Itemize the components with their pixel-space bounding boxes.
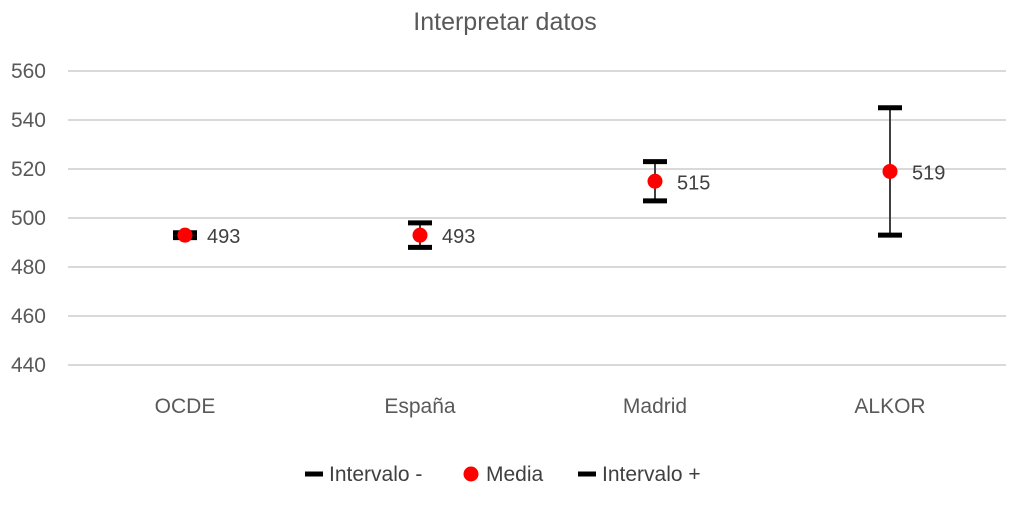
mean-point bbox=[647, 173, 663, 189]
x-tick-label: OCDE bbox=[155, 395, 216, 418]
y-tick-label: 500 bbox=[11, 207, 46, 230]
mean-point bbox=[177, 227, 193, 243]
y-tick-label: 480 bbox=[11, 256, 46, 279]
y-tick-label: 460 bbox=[11, 305, 46, 328]
x-axis-ticks: OCDE España Madrid ALKOR bbox=[155, 395, 926, 418]
error-bars bbox=[173, 105, 902, 250]
x-tick-label: Madrid bbox=[623, 395, 687, 418]
legend: Intervalo - Media Intervalo + bbox=[305, 463, 701, 486]
y-tick-label: 440 bbox=[11, 354, 46, 377]
data-label: 493 bbox=[442, 226, 475, 248]
mean-points bbox=[177, 163, 898, 243]
data-labels: 493 493 515 519 bbox=[207, 162, 945, 248]
x-tick-label: ALKOR bbox=[854, 395, 925, 418]
gridlines bbox=[68, 70, 1006, 366]
legend-label: Intervalo - bbox=[329, 463, 422, 486]
y-tick-label: 540 bbox=[11, 109, 46, 132]
y-tick-label: 520 bbox=[11, 158, 46, 181]
data-label: 515 bbox=[677, 172, 710, 194]
mean-point bbox=[882, 163, 898, 179]
legend-circle-swatch bbox=[463, 466, 479, 482]
y-tick-label: 560 bbox=[11, 60, 46, 83]
legend-label: Intervalo + bbox=[602, 463, 701, 486]
legend-label: Media bbox=[486, 463, 544, 486]
chart-title: Interpretar datos bbox=[413, 8, 596, 36]
data-label: 493 bbox=[207, 226, 240, 248]
mean-point bbox=[412, 227, 428, 243]
y-axis-ticks: 560 540 520 500 480 460 440 bbox=[11, 60, 46, 377]
data-label: 519 bbox=[912, 162, 945, 184]
x-tick-label: España bbox=[384, 395, 456, 418]
